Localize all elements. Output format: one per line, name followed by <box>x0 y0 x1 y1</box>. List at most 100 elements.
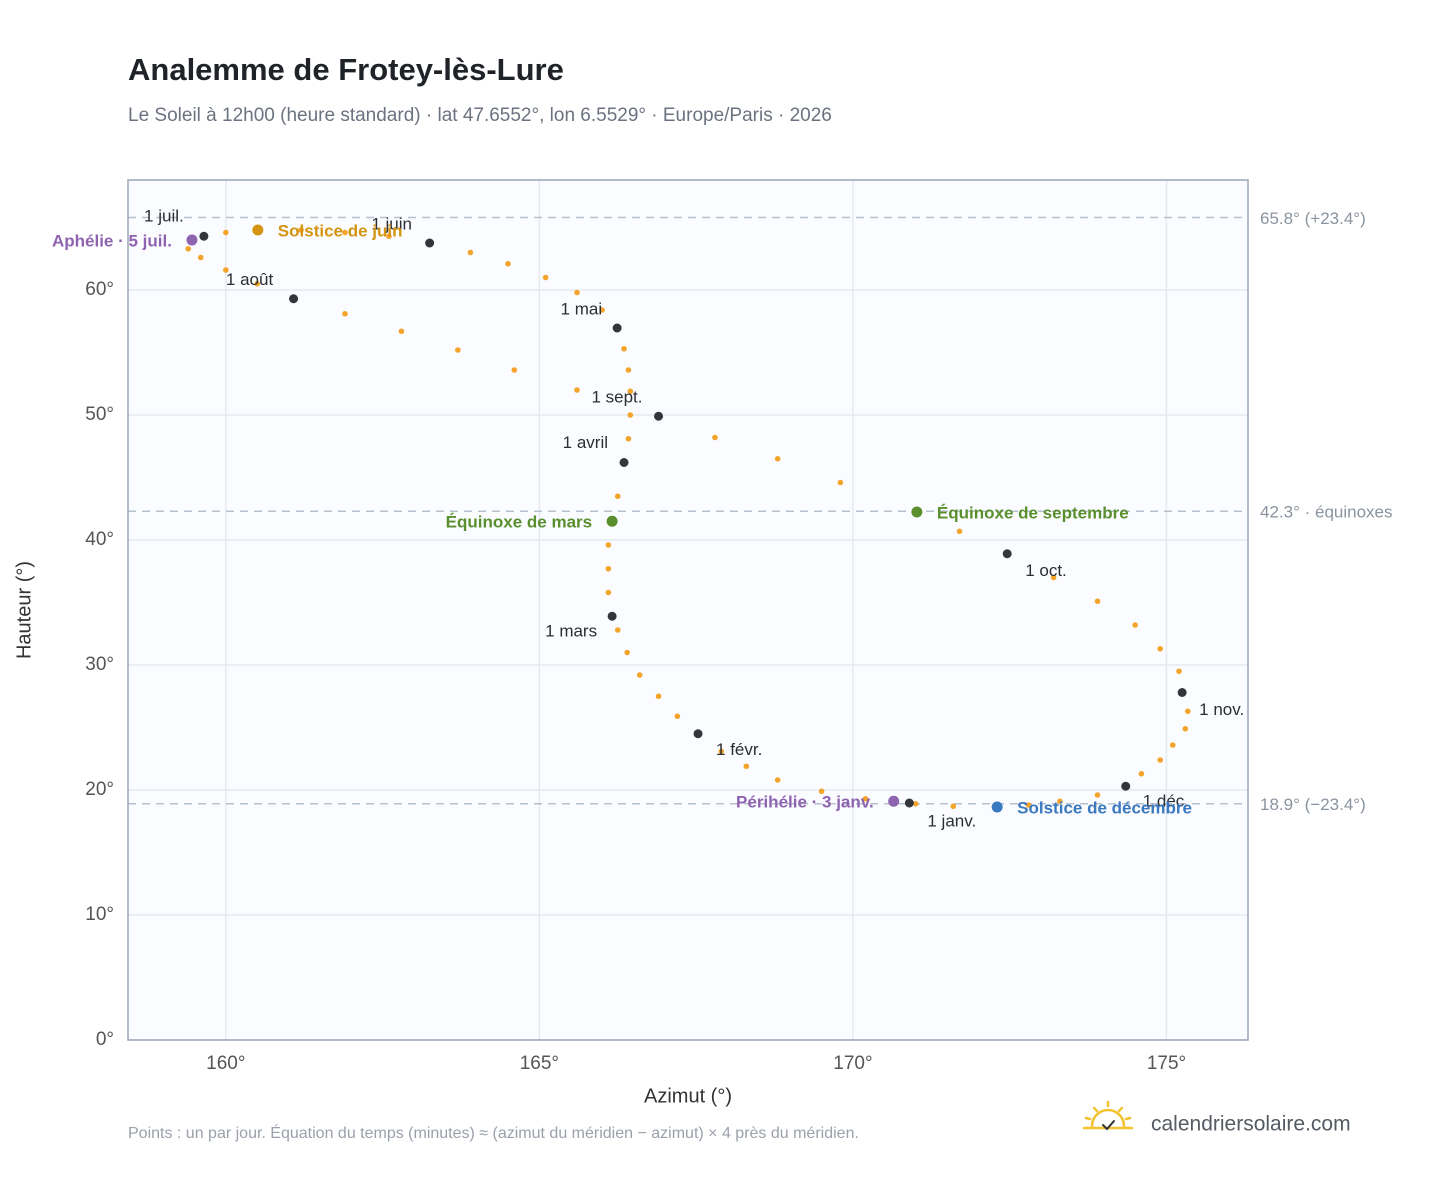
month-marker <box>199 231 209 241</box>
plot-area <box>128 180 1248 1040</box>
month-marker <box>1177 688 1187 697</box>
day-point <box>398 328 405 335</box>
month-label: 1 févr. <box>716 740 762 759</box>
month-marker <box>425 238 435 248</box>
event-marker <box>606 515 618 527</box>
y-tick-label: 0° <box>96 1029 114 1050</box>
month-marker <box>904 798 914 808</box>
day-point <box>1094 598 1101 605</box>
day-point <box>455 347 461 353</box>
day-point <box>542 274 549 281</box>
day-point <box>743 763 750 770</box>
month-label: 1 juil. <box>144 207 184 226</box>
day-point <box>774 455 781 462</box>
y-tick-label: 30° <box>85 654 114 675</box>
day-point <box>621 345 627 352</box>
x-tick-label: 165° <box>520 1053 559 1074</box>
month-label: 1 nov. <box>1199 700 1244 719</box>
event-label: Équinoxe de mars <box>446 513 592 532</box>
event-label: Solstice de juin <box>278 221 403 240</box>
y-axis-title: Hauteur (°) <box>13 561 35 659</box>
reference-label: 42.3° · équinoxes <box>1260 503 1393 522</box>
month-marker <box>289 294 299 304</box>
day-point <box>185 245 192 252</box>
brand: calendriersolaire.com <box>1151 1113 1351 1136</box>
event-marker <box>888 795 900 807</box>
day-point <box>1138 770 1145 777</box>
day-point <box>674 713 681 720</box>
event-marker <box>911 506 923 518</box>
day-point <box>1176 668 1182 675</box>
reference-label: 65.8° (+23.4°) <box>1260 209 1366 228</box>
day-point <box>627 412 634 418</box>
day-point <box>625 367 632 373</box>
day-point <box>950 803 957 810</box>
month-marker <box>607 611 617 621</box>
day-point <box>223 267 229 273</box>
markers: 1 janv. 1 févr. 1 mars 1 avril 1 mai 1 juin 1 … <box>52 207 1244 831</box>
day-point <box>1050 574 1057 581</box>
day-point <box>712 434 718 441</box>
month-label: 1 juin <box>371 214 412 233</box>
day-point <box>625 435 632 442</box>
month-label: 1 août <box>226 270 274 289</box>
month-marker <box>1121 781 1131 791</box>
brand-icon <box>1082 1100 1134 1131</box>
month-marker <box>1002 549 1012 559</box>
day-point <box>627 388 634 395</box>
day-point <box>386 233 392 240</box>
day-point <box>1157 757 1164 763</box>
day-point <box>605 542 612 548</box>
day-point <box>614 627 621 633</box>
day-point <box>298 227 304 233</box>
day-point <box>818 788 825 795</box>
reference-lines <box>128 216 1248 805</box>
day-point <box>1132 622 1138 628</box>
month-marker <box>654 411 664 421</box>
day-point <box>636 672 643 678</box>
month-label: 1 janv. <box>927 811 976 830</box>
day-point <box>1182 725 1189 732</box>
day-point <box>1184 708 1191 715</box>
grid <box>128 180 1248 1041</box>
day-point <box>574 289 580 296</box>
day-point <box>1157 645 1164 652</box>
day-point <box>467 249 474 256</box>
event-label: Équinoxe de septembre <box>937 503 1129 522</box>
plot-frame <box>127 179 1249 1041</box>
month-label: 1 mars <box>545 622 597 641</box>
x-tick-label: 175° <box>1147 1053 1186 1074</box>
reference-label: 18.9° (−23.4°) <box>1260 795 1366 814</box>
day-point <box>574 387 580 393</box>
day-point <box>197 254 204 261</box>
y-tick-label: 20° <box>85 779 114 800</box>
y-tick-label: 60° <box>85 279 114 300</box>
event-marker <box>991 801 1003 813</box>
day-point <box>912 800 919 807</box>
day-point <box>655 693 662 700</box>
day-point <box>624 649 630 656</box>
day-point <box>505 260 511 267</box>
day-point <box>605 565 612 572</box>
day-point <box>605 589 612 596</box>
day-point <box>342 310 348 317</box>
month-marker <box>693 729 703 739</box>
month-label: 1 oct. <box>1025 561 1067 580</box>
month-label: 1 sept. <box>591 388 642 407</box>
day-point <box>599 307 605 313</box>
month-marker <box>619 458 629 467</box>
month-label: 1 déc. <box>1143 792 1189 811</box>
day-point <box>342 229 348 236</box>
day-point <box>774 777 781 783</box>
day-point <box>254 280 260 287</box>
day-point <box>511 367 518 373</box>
day-point <box>1169 742 1176 748</box>
x-tick-label: 170° <box>833 1053 872 1074</box>
day-point <box>837 479 844 486</box>
day-point <box>1057 798 1063 805</box>
day-point <box>223 229 229 236</box>
day-point <box>862 795 869 802</box>
